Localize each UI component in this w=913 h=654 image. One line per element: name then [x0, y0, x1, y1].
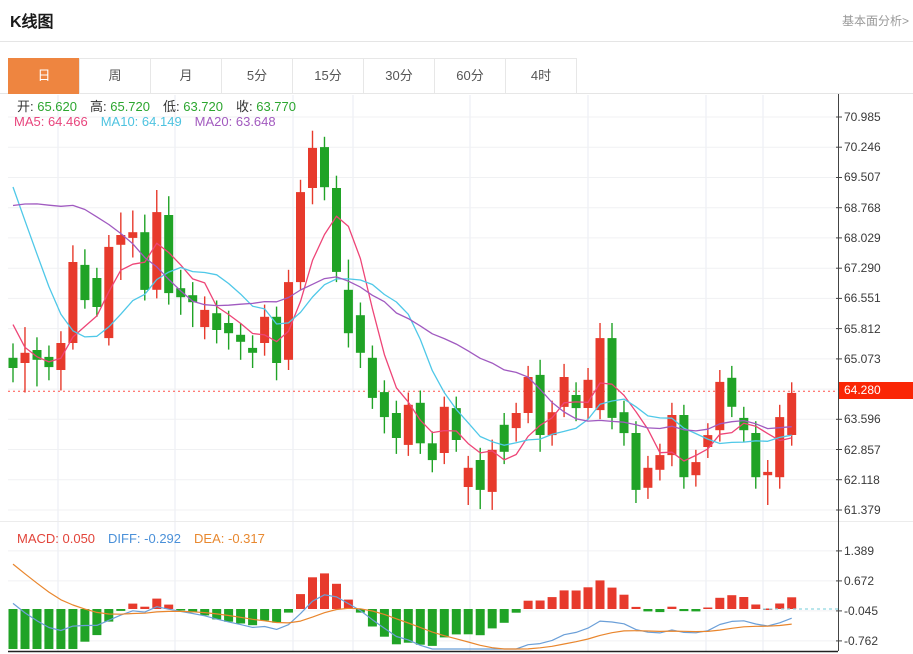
legend-item: MACD: 0.050: [17, 531, 96, 546]
axis-tick-label: 70.246: [844, 140, 881, 155]
axis-tick-label: 68.768: [844, 200, 881, 215]
tab-5分[interactable]: 5分: [221, 58, 293, 94]
axis-tick-label: -0.045: [844, 603, 879, 618]
tab-60分[interactable]: 60分: [434, 58, 506, 94]
header-divider: [0, 41, 913, 42]
legend-item: 低: 63.720: [163, 99, 223, 114]
axis-tick-label: 61.379: [844, 502, 881, 517]
axis-tick-label: 67.290: [844, 261, 881, 276]
axis-tick-label: 1.389: [844, 543, 875, 558]
legend-item: 高: 65.720: [90, 99, 150, 114]
axis-tick-label: 65.812: [844, 321, 881, 336]
ohlc-legend: 开: 65.620 高: 65.720 低: 63.720 收: 63.770: [17, 96, 309, 115]
axis-tick-label: 0.672: [844, 573, 875, 588]
tab-周[interactable]: 周: [79, 58, 151, 94]
axis-tick-label: 63.596: [844, 412, 881, 427]
current-price-badge: 64.280: [839, 382, 913, 400]
axis-tick-label: 65.073: [844, 351, 881, 366]
axis-tick-label: 69.507: [844, 170, 881, 185]
legend-item: MA10: 64.149: [100, 114, 182, 129]
legend-item: MA20: 63.648: [194, 114, 276, 129]
tab-30分[interactable]: 30分: [363, 58, 435, 94]
legend-item: DIFF: -0.292: [108, 531, 182, 546]
axis-tick-label: 62.118: [844, 472, 880, 487]
axis-tick-label: 66.551: [844, 291, 881, 306]
axis-tick-label: -0.762: [844, 633, 879, 648]
legend-item: 收: 63.770: [236, 99, 296, 114]
axis-tick-label: 62.857: [844, 442, 881, 457]
macd-legend: MACD: 0.050 DIFF: -0.292 DEA: -0.317: [17, 531, 278, 546]
page-title: K线图: [10, 14, 54, 31]
legend-item: DEA: -0.317: [194, 531, 265, 546]
ma-legend: MA5: 64.466 MA10: 64.149 MA20: 63.648: [14, 114, 289, 129]
legend-item: 开: 65.620: [17, 99, 77, 114]
axis-tick-label: 68.029: [844, 230, 881, 245]
tab-日[interactable]: 日: [8, 58, 80, 94]
axis-tick-label: 70.985: [844, 110, 881, 124]
tab-4时[interactable]: 4时: [505, 58, 577, 94]
fundamental-analysis-link[interactable]: 基本面分析>: [841, 14, 909, 28]
legend-item: MA5: 64.466: [14, 114, 88, 129]
interval-tabs: 日周月 5分 15分 30分 60分 4时: [8, 58, 577, 94]
